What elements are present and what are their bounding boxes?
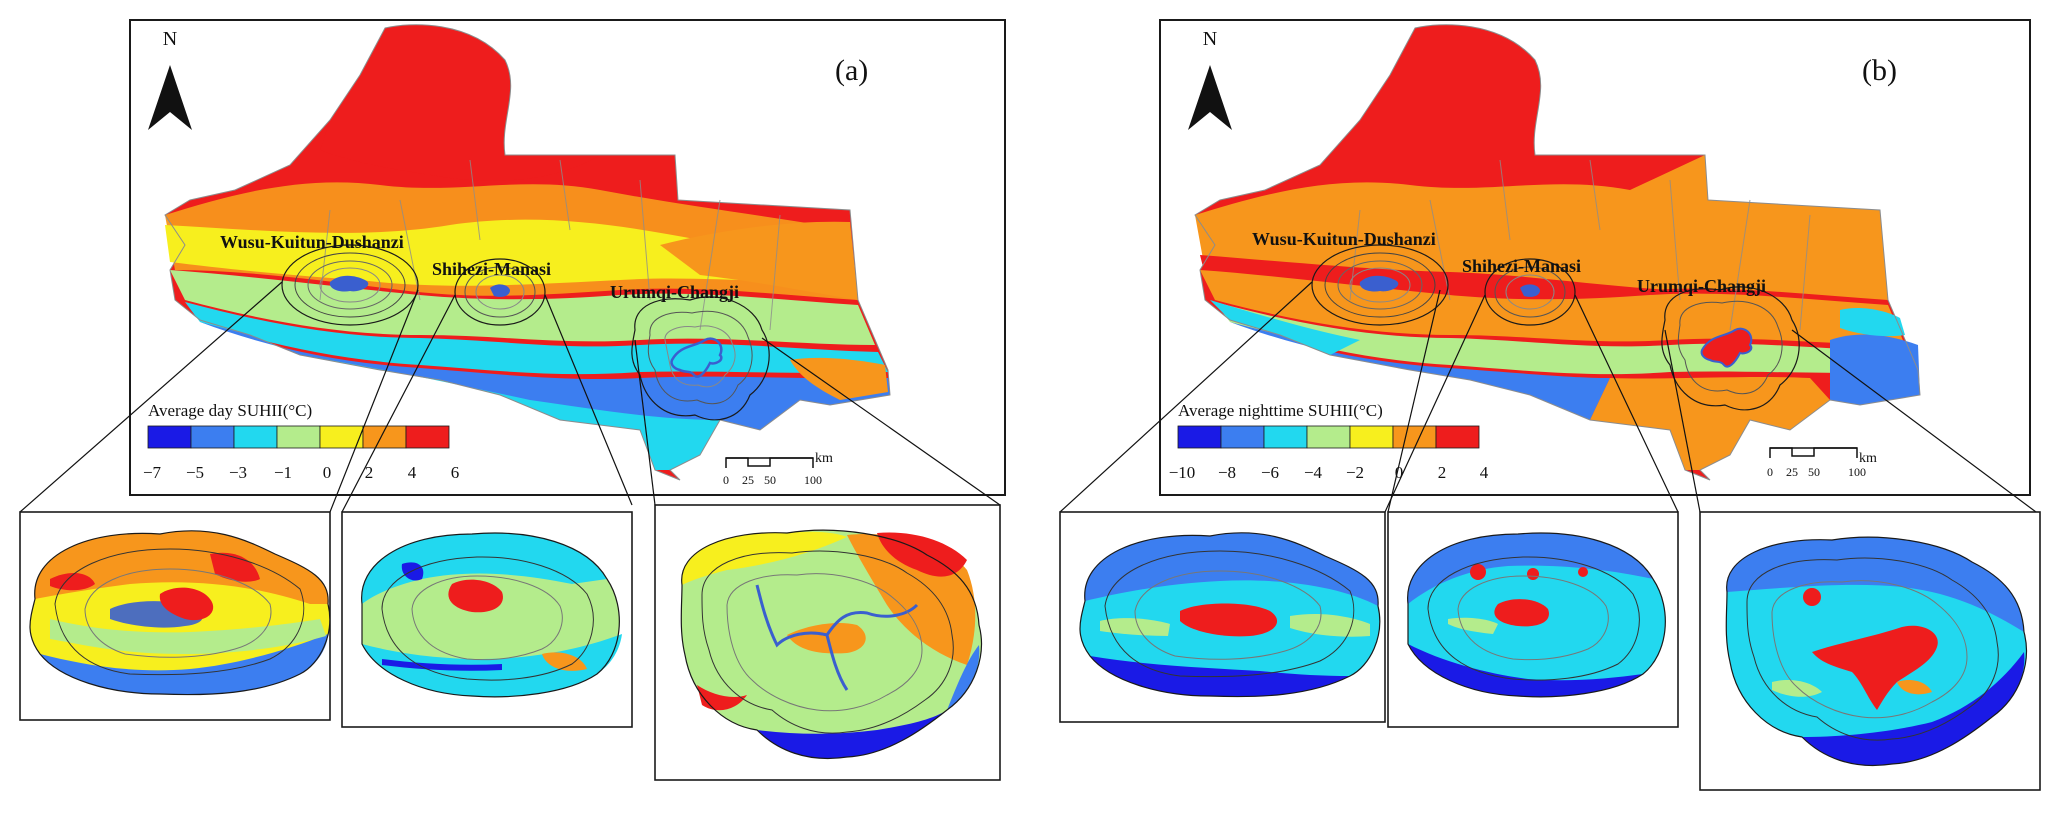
legend-swatch-blue xyxy=(147,425,192,449)
legend-tick: −1 xyxy=(274,463,292,482)
legend-tick: −5 xyxy=(186,463,204,482)
legend-swatch-lightblue xyxy=(190,425,235,449)
city-label-shihezi: Shihezi-Manasi xyxy=(432,259,551,279)
north-label: N xyxy=(1203,28,1217,50)
scale-bar: km 0 25 50 100 xyxy=(1767,447,1877,479)
legend: Average day SUHII(°C) −7 −5 −3 −1 0 2 4 … xyxy=(143,401,459,482)
city-label-wusu: Wusu-Kuitun-Dushanzi xyxy=(1252,229,1436,249)
legend-tick: −7 xyxy=(143,463,162,482)
panel-label: (b) xyxy=(1862,54,1897,87)
city-label-urumqi: Urumqi-Changji xyxy=(1637,276,1766,296)
legend-swatch-green xyxy=(1306,425,1351,449)
legend-swatch-orange xyxy=(1392,425,1437,449)
inset-shihezi xyxy=(1387,511,1679,728)
legend: Average nighttime SUHII(°C) −10 −8 −6 −4… xyxy=(1169,401,1489,482)
scale-unit: km xyxy=(815,451,833,466)
city-buffer-urumqi xyxy=(1661,286,1800,411)
scale-tick: 0 xyxy=(723,473,729,487)
legend-swatch-blue xyxy=(1177,425,1222,449)
city-buffer-urumqi xyxy=(631,296,770,421)
legend-tick: −6 xyxy=(1261,463,1279,482)
legend-swatch-lightblue xyxy=(1220,425,1265,449)
city-labels: Wusu-Kuitun-Dushanzi Shihezi-Manasi Urum… xyxy=(1252,229,1766,296)
legend-tick: 4 xyxy=(1480,463,1489,482)
scale-tick: 50 xyxy=(1808,465,1820,479)
inset-urumqi xyxy=(1699,511,2041,791)
panel-label: (a) xyxy=(835,54,868,87)
inset-connectors xyxy=(19,281,1001,513)
city-buffer-shihezi xyxy=(454,258,546,326)
north-arrow-icon xyxy=(1188,65,1232,130)
scale-tick: 50 xyxy=(764,473,776,487)
scale-tick: 25 xyxy=(742,473,754,487)
legend-colorbar xyxy=(147,425,450,449)
scale-tick: 100 xyxy=(1848,465,1866,479)
scale-bar: km 0 25 50 100 xyxy=(723,451,833,487)
city-label-urumqi: Urumqi-Changji xyxy=(610,282,739,302)
scale-tick: 25 xyxy=(1786,465,1798,479)
legend-swatch-red xyxy=(1435,425,1480,449)
north-label: N xyxy=(163,28,177,50)
legend-tick: 6 xyxy=(451,463,460,482)
city-buffer-wusu xyxy=(1311,244,1449,326)
legend-tick: 0 xyxy=(1395,463,1404,482)
city-label-shihezi: Shihezi-Manasi xyxy=(1462,256,1581,276)
north-arrow: N xyxy=(1188,28,1232,130)
north-arrow: N xyxy=(148,28,192,130)
city-buffer-wusu xyxy=(281,244,419,326)
legend-title: Average nighttime SUHII(°C) xyxy=(1178,401,1383,420)
scale-tick: 0 xyxy=(1767,465,1773,479)
legend-tick: 0 xyxy=(323,463,332,482)
legend-tick: 2 xyxy=(1438,463,1447,482)
legend-tick: 2 xyxy=(365,463,374,482)
city-label-wusu: Wusu-Kuitun-Dushanzi xyxy=(220,232,404,252)
legend-swatch-red xyxy=(405,425,450,449)
inset-wusu xyxy=(1059,511,1386,723)
inset-wusu xyxy=(19,511,331,721)
legend-title: Average day SUHII(°C) xyxy=(148,401,312,420)
city-buffer-shihezi xyxy=(1484,258,1576,326)
inset-urumqi xyxy=(654,504,1001,781)
legend-swatch-green xyxy=(276,425,321,449)
inset-connectors xyxy=(1059,281,2041,516)
legend-swatch-cyan xyxy=(233,425,278,449)
legend-tick: −3 xyxy=(229,463,247,482)
main-map-frame xyxy=(1159,19,2031,496)
legend-swatch-cyan xyxy=(1263,425,1308,449)
scale-unit: km xyxy=(1859,451,1877,466)
legend-tick: −8 xyxy=(1218,463,1236,482)
main-map-frame xyxy=(129,19,1006,496)
legend-swatch-yellow xyxy=(1349,425,1394,449)
legend-tick: −4 xyxy=(1304,463,1323,482)
city-labels: Wusu-Kuitun-Dushanzi Shihezi-Manasi Urum… xyxy=(220,232,739,302)
legend-tick: −10 xyxy=(1169,463,1196,482)
legend-tick: −2 xyxy=(1346,463,1364,482)
north-arrow-icon xyxy=(148,65,192,130)
panel-a: N (a) Wusu-Kuitun-Dushanzi Shihez xyxy=(19,19,1006,781)
legend-tick: 4 xyxy=(408,463,417,482)
inset-shihezi xyxy=(341,511,633,728)
regional-heatmap xyxy=(1194,24,1921,481)
scale-tick: 100 xyxy=(804,473,822,487)
panel-b: N (b) Wusu-Kuitun-Dushanzi Shihezi-Manas… xyxy=(1059,19,2041,791)
legend-colorbar xyxy=(1177,425,1480,449)
